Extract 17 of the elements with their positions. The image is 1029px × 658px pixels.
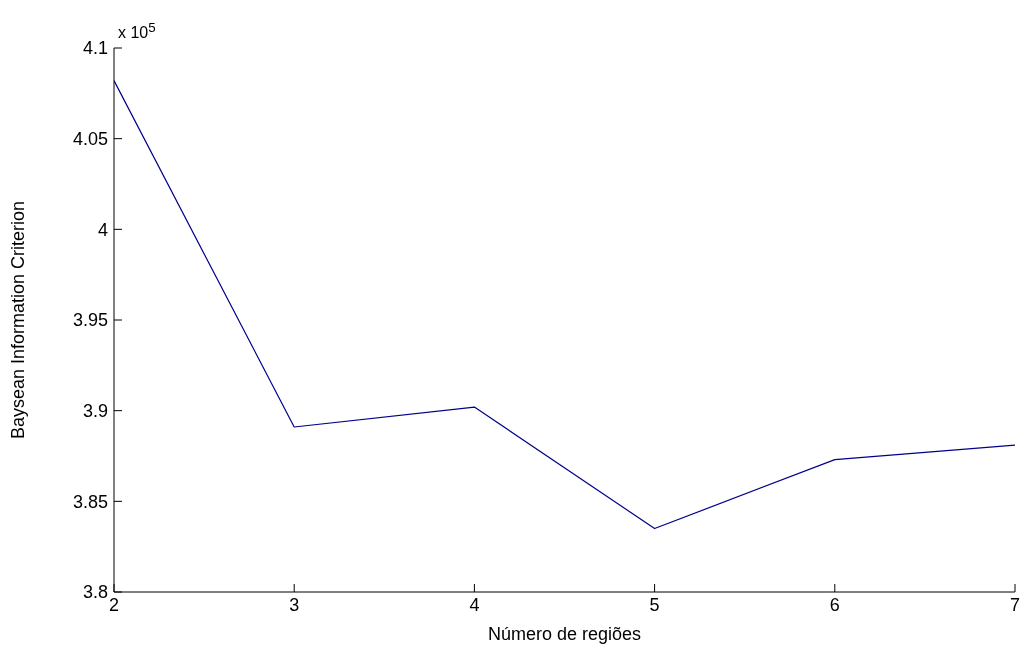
- y-tick-label: 3.8: [82, 582, 108, 603]
- y-tick-label: 3.95: [72, 310, 108, 331]
- y-tick-label: 3.85: [72, 491, 108, 512]
- y-tick-label: 4.1: [82, 38, 108, 59]
- x-tick-label: 3: [289, 594, 300, 615]
- x-tick-label: 5: [649, 594, 660, 615]
- y-tick-label: 4: [97, 219, 108, 240]
- x-tick-label: 7: [1009, 594, 1021, 615]
- x-tick-label: 4: [469, 594, 480, 615]
- x-tick-label: 6: [829, 594, 840, 615]
- y-axis-title: Baysean Information Criterion: [8, 200, 29, 440]
- line-series: [114, 80, 1015, 530]
- y-tick-label: 4.05: [72, 129, 108, 150]
- text: x 10$^{5}$: [118, 20, 156, 43]
- y-tick-label: 3.9: [82, 401, 108, 422]
- x-tick-label: 2: [108, 594, 120, 615]
- x-axis-title: Número de regiões: [487, 624, 642, 644]
